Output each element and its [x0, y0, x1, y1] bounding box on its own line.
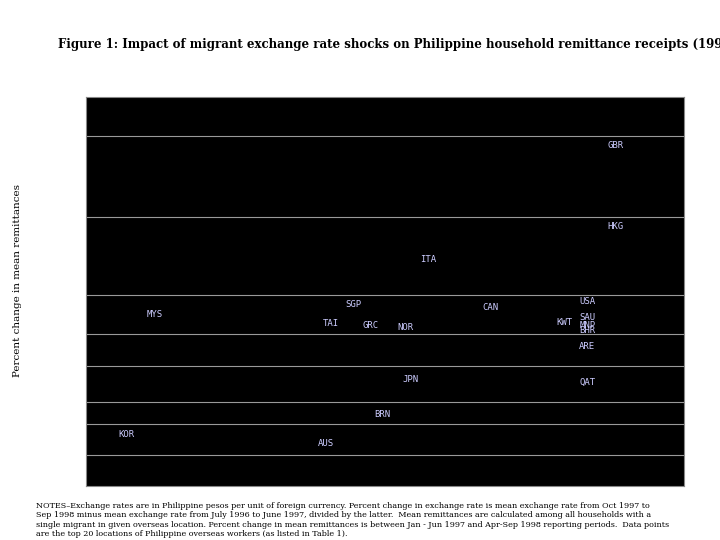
Text: QAT: QAT	[579, 378, 595, 387]
Text: HKG: HKG	[608, 222, 624, 231]
Text: CAN: CAN	[482, 303, 498, 312]
Text: Percent change in mean remittances: Percent change in mean remittances	[14, 184, 22, 377]
Text: NOTES–Exchange rates are in Philippine pesos per unit of foreign currency. Perce: NOTES–Exchange rates are in Philippine p…	[36, 502, 669, 538]
Text: TAI: TAI	[323, 320, 339, 328]
Text: GBR: GBR	[608, 141, 624, 150]
Text: Figure 1: Impact of migrant exchange rate shocks on Philippine household remitta: Figure 1: Impact of migrant exchange rat…	[58, 38, 720, 51]
Text: JPN: JPN	[402, 375, 419, 383]
Text: BRN: BRN	[374, 410, 390, 419]
Text: GRC: GRC	[363, 321, 379, 330]
Text: AUS: AUS	[318, 440, 333, 448]
Text: ARE: ARE	[579, 342, 595, 351]
Text: MYS: MYS	[147, 310, 163, 319]
Text: NOR: NOR	[397, 323, 413, 332]
Text: MNP: MNP	[579, 321, 595, 330]
Text: SAU: SAU	[579, 313, 595, 322]
Text: KOR: KOR	[118, 430, 135, 438]
Text: USA: USA	[579, 297, 595, 306]
Text: ITA: ITA	[420, 255, 436, 264]
Text: SGP: SGP	[346, 300, 362, 309]
Text: KWT: KWT	[557, 318, 572, 327]
Text: BHR: BHR	[579, 326, 595, 335]
